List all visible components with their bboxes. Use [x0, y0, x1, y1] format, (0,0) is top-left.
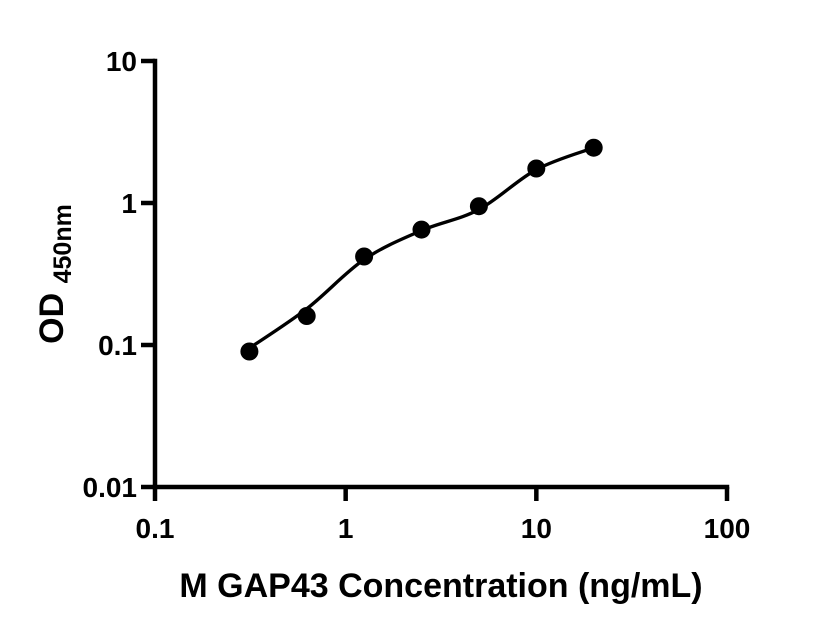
data-point-marker — [240, 342, 259, 361]
data-point-marker — [527, 159, 546, 178]
y-axis-title: OD 450nm — [33, 204, 77, 344]
data-point-marker — [297, 307, 316, 325]
data-point-marker — [412, 220, 431, 239]
y-tick-label: 10 — [106, 46, 137, 77]
x-tick-label: 100 — [704, 513, 751, 544]
y-tick-label: 1 — [121, 188, 137, 219]
data-points — [240, 138, 603, 361]
y-tick-label: 0.1 — [98, 330, 137, 361]
x-tick-label: 0.1 — [136, 513, 175, 544]
y-axis: 0.01 0.1 1 10 — [83, 46, 158, 503]
y-axis-title-subscript: 450nm — [49, 204, 77, 283]
x-tick-label: 1 — [338, 513, 354, 544]
data-point-marker — [355, 247, 374, 266]
x-tick-label: 10 — [521, 513, 552, 544]
x-axis: 0.1 1 10 100 — [136, 484, 751, 544]
y-axis-ticks: 0.01 0.1 1 10 — [83, 46, 155, 503]
y-tick-label: 0.01 — [83, 472, 138, 503]
x-axis-title: M GAP43 Concentration (ng/mL) — [179, 567, 702, 605]
data-point-marker — [469, 197, 488, 216]
data-point-marker — [584, 138, 603, 157]
x-axis-ticks: 0.1 1 10 100 — [136, 487, 751, 544]
y-axis-title-main: OD — [33, 293, 71, 344]
